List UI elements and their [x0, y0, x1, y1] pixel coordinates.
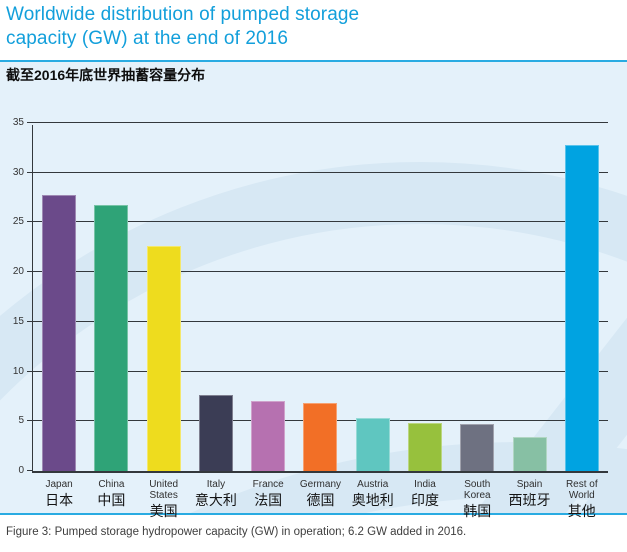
- x-label-en-austria: Austria: [357, 479, 389, 490]
- bar-france: [251, 401, 286, 471]
- x-label-en-spain: Spain: [516, 479, 543, 490]
- x-label-zh-italy: 意大利: [194, 492, 237, 508]
- x-label-zh-rest-of-world: 其他: [567, 503, 596, 519]
- y-tick-label-25: 25: [12, 216, 24, 228]
- bar-china: [94, 204, 129, 471]
- x-label-spain: Spain 西班牙: [503, 479, 555, 519]
- x-label-en-italy: Italy: [206, 479, 226, 490]
- x-label-en-japan: Japan: [45, 479, 73, 490]
- bar-slot-united-states: [138, 246, 190, 471]
- x-label-en-south-korea: South Korea: [463, 479, 491, 501]
- bar-japan: [42, 194, 77, 471]
- y-tick-label-20: 20: [12, 266, 24, 278]
- x-label-china: China 中国: [85, 479, 137, 519]
- y-tick-label-15: 15: [12, 315, 24, 327]
- x-label-zh-japan: 日本: [45, 492, 74, 508]
- bars: [33, 125, 608, 471]
- bar-slot-rest-of-world: [556, 144, 608, 471]
- bar-slot-china: [85, 204, 137, 471]
- x-label-zh-france: 法国: [254, 492, 283, 508]
- chart-subtitle-zh: 截至2016年底世界抽蓄容量分布: [6, 67, 206, 83]
- x-label-zh-india: 印度: [410, 492, 439, 508]
- bar-slot-india: [399, 423, 451, 471]
- y-tick-label-5: 5: [18, 415, 24, 427]
- bar-slot-south-korea: [451, 424, 503, 471]
- x-label-india: India 印度: [399, 479, 451, 519]
- bar-austria: [355, 418, 390, 471]
- gridline-20: [27, 271, 608, 273]
- bar-slot-italy: [190, 395, 242, 471]
- gridline-10: [27, 370, 608, 372]
- x-label-en-united-states: United States: [149, 479, 179, 501]
- bar-germany: [303, 403, 338, 471]
- x-label-france: France 法国: [242, 479, 294, 519]
- x-label-en-india: India: [414, 479, 436, 490]
- x-label-zh-austria: 奥地利: [351, 492, 394, 508]
- x-label-en-china: China: [98, 479, 125, 490]
- x-label-italy: Italy 意大利: [190, 479, 242, 519]
- x-label-zh-spain: 西班牙: [508, 492, 551, 508]
- x-label-japan: Japan 日本: [33, 479, 85, 519]
- x-label-en-rest-of-world: Rest of World: [565, 479, 598, 501]
- bar-south-korea: [460, 424, 495, 471]
- gridline-35: [27, 122, 608, 123]
- bar-slot-france: [242, 401, 294, 471]
- x-label-austria: Austria 奥地利: [347, 479, 399, 519]
- figure-caption: Figure 3: Pumped storage hydropower capa…: [6, 526, 467, 538]
- plot-area: 0 5 10 15 20 25 30 35 Japan 日本 China 中国 United Stat…: [13, 118, 608, 519]
- x-label-en-france: France: [252, 479, 284, 490]
- bar-slot-germany: [294, 403, 346, 471]
- bar-slot-austria: [347, 418, 399, 471]
- x-label-zh-china: 中国: [97, 492, 126, 508]
- chart-panel: 截至2016年底世界抽蓄容量分布 0 5 10 15 20 25 30 35 Japan 日本 C…: [0, 60, 627, 519]
- bar-india: [407, 423, 442, 471]
- bar-slot-japan: [33, 194, 85, 471]
- x-label-south-korea: South Korea 韩国: [451, 479, 503, 519]
- bar-italy: [198, 395, 233, 471]
- gridline-15: [27, 320, 608, 322]
- x-label-germany: Germany 德国: [294, 479, 346, 519]
- bar-rest-of-world: [564, 144, 599, 471]
- y-tick-label-35: 35: [12, 117, 24, 128]
- y-tick-label-0: 0: [18, 465, 24, 476]
- bar-united-states: [146, 246, 181, 471]
- x-label-zh-south-korea: 韩国: [463, 503, 492, 519]
- page-title-line-1: Worldwide distribution of pumped storage: [6, 4, 360, 25]
- x-label-rest-of-world: Rest of World 其他: [556, 479, 608, 519]
- y-tick-label-30: 30: [12, 166, 24, 178]
- x-axis-labels: Japan 日本 China 中国 United States 美国 Italy 意大利 Fra…: [33, 471, 608, 519]
- page-title: Worldwide distribution of pumped storage…: [6, 3, 359, 51]
- x-label-zh-germany: 德国: [306, 492, 335, 508]
- x-label-united-states: United States 美国: [138, 479, 190, 519]
- page-title-line-2: capacity (GW) at the end of 2016: [6, 28, 289, 49]
- y-tick-label-10: 10: [12, 365, 24, 377]
- x-label-zh-united-states: 美国: [149, 503, 178, 519]
- bar-slot-spain: [503, 437, 555, 471]
- bar-spain: [512, 437, 547, 471]
- x-label-en-germany: Germany: [299, 479, 342, 490]
